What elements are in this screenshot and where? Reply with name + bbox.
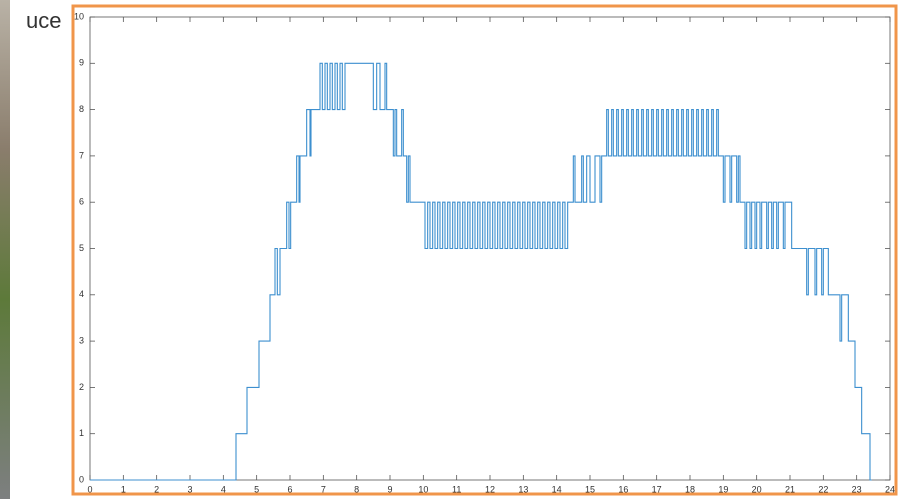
x-tick-label: 7 <box>321 484 326 494</box>
y-tick-label: 4 <box>79 289 84 299</box>
y-tick-label: 6 <box>79 197 84 207</box>
x-tick-label: 8 <box>354 484 359 494</box>
x-tick-label: 19 <box>718 484 728 494</box>
y-tick-label: 1 <box>79 428 84 438</box>
x-tick-label: 16 <box>618 484 628 494</box>
x-tick-label: 20 <box>752 484 762 494</box>
y-tick-label: 10 <box>74 11 84 21</box>
x-tick-label: 21 <box>785 484 795 494</box>
y-tick-label: 7 <box>79 150 84 160</box>
x-tick-label: 10 <box>418 484 428 494</box>
x-tick-label: 14 <box>552 484 562 494</box>
y-tick-label: 2 <box>79 382 84 392</box>
slide-text: uce <box>26 8 61 33</box>
x-tick-label: 1 <box>121 484 126 494</box>
y-tick-label: 5 <box>79 243 84 253</box>
x-tick-label: 3 <box>187 484 192 494</box>
y-tick-label: 8 <box>79 104 84 114</box>
slide: uce 012345678910111213141516171819202122… <box>0 0 901 499</box>
x-tick-label: 13 <box>518 484 528 494</box>
x-tick-label: 0 <box>87 484 92 494</box>
x-tick-label: 18 <box>685 484 695 494</box>
x-tick-label: 23 <box>852 484 862 494</box>
y-tick-label: 9 <box>79 58 84 68</box>
x-tick-label: 2 <box>154 484 159 494</box>
x-tick-label: 15 <box>585 484 595 494</box>
x-tick-label: 11 <box>452 484 461 494</box>
image-frame <box>73 6 896 494</box>
x-tick-label: 5 <box>254 484 259 494</box>
x-tick-label: 9 <box>387 484 392 494</box>
x-tick-label: 24 <box>885 484 895 494</box>
photo-edge <box>0 0 10 499</box>
x-tick-label: 6 <box>287 484 292 494</box>
x-tick-label: 22 <box>818 484 828 494</box>
x-tick-label: 12 <box>485 484 495 494</box>
page: {"slide_fragment": "uce", "chart_data": … <box>0 0 901 499</box>
x-tick-label: 4 <box>221 484 226 494</box>
y-tick-label: 3 <box>79 335 84 345</box>
y-tick-label: 0 <box>79 474 84 484</box>
x-tick-label: 17 <box>652 484 662 494</box>
